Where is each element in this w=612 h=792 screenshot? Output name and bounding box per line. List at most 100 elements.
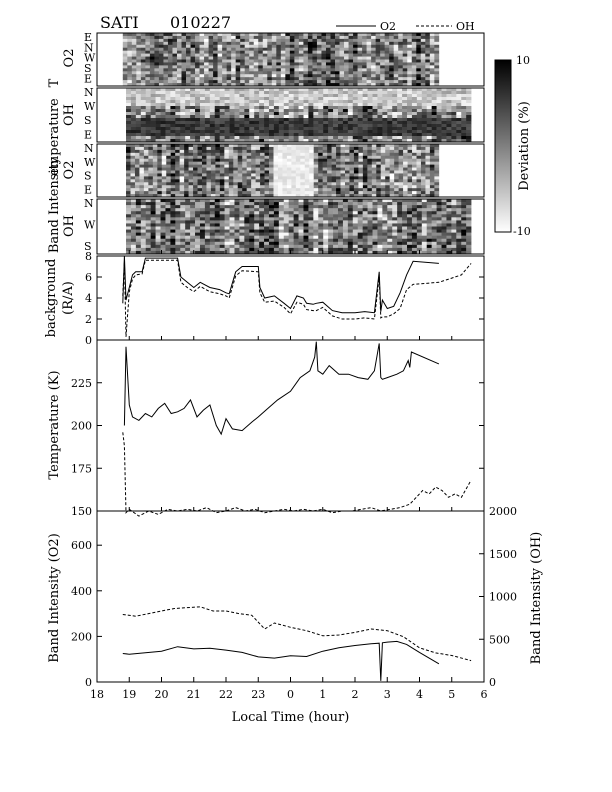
keogram-cell bbox=[126, 182, 131, 186]
keogram-cell bbox=[155, 109, 161, 113]
keogram-cell bbox=[347, 244, 354, 249]
keogram-cell bbox=[210, 185, 216, 189]
keogram-cell bbox=[165, 139, 171, 143]
keogram-cell bbox=[140, 80, 146, 84]
keogram-cell bbox=[167, 71, 173, 75]
keogram-cell bbox=[277, 155, 283, 160]
keogram-cell bbox=[321, 53, 327, 57]
keogram-cell bbox=[345, 152, 350, 157]
keogram-cell bbox=[372, 220, 378, 224]
keogram-cell bbox=[253, 65, 259, 69]
keogram-cell bbox=[273, 97, 280, 101]
keogram-cell bbox=[273, 161, 279, 165]
keogram-cell bbox=[300, 188, 306, 192]
keogram-cell bbox=[377, 112, 383, 116]
keogram-cell bbox=[234, 118, 240, 122]
keogram-cell bbox=[130, 146, 136, 151]
keogram-cell bbox=[195, 211, 201, 215]
keogram-cell bbox=[429, 83, 435, 87]
keogram-cell bbox=[325, 83, 331, 87]
keogram-cell bbox=[357, 103, 363, 107]
keogram-cell bbox=[313, 205, 319, 209]
keogram-cell bbox=[362, 173, 368, 177]
keogram-cell bbox=[366, 41, 372, 46]
keogram-cell bbox=[380, 65, 385, 69]
keogram-cell bbox=[375, 56, 381, 60]
keogram-cell bbox=[126, 223, 132, 227]
keogram-cell bbox=[271, 44, 277, 49]
keogram-cell bbox=[411, 124, 418, 128]
keogram-cell bbox=[140, 118, 147, 122]
keogram-cell bbox=[347, 100, 354, 104]
keogram-cell bbox=[139, 182, 145, 186]
keogram-cell bbox=[242, 173, 247, 177]
keogram-cell bbox=[180, 202, 186, 206]
keogram-cell bbox=[240, 59, 246, 63]
keogram-cell bbox=[431, 88, 437, 92]
keogram-cell bbox=[421, 241, 428, 246]
keogram-cell bbox=[186, 44, 191, 49]
keogram-cell bbox=[304, 185, 310, 189]
keogram-cell bbox=[190, 88, 196, 92]
keogram-cell bbox=[214, 223, 220, 227]
keogram-cell bbox=[255, 161, 261, 165]
keogram-cell bbox=[342, 238, 349, 243]
keogram-cell bbox=[380, 53, 385, 57]
keogram-cell bbox=[249, 33, 255, 37]
keogram-cell bbox=[219, 158, 225, 162]
keogram-cell bbox=[362, 56, 367, 60]
keogram-cell bbox=[219, 229, 225, 233]
keogram-cell bbox=[199, 68, 205, 72]
keogram-cell bbox=[349, 155, 355, 160]
keogram-cell bbox=[271, 68, 277, 72]
keogram-cell bbox=[293, 124, 299, 128]
keogram-cell bbox=[328, 121, 334, 125]
keogram-cell bbox=[407, 77, 413, 81]
keogram-cell bbox=[268, 226, 275, 230]
keogram-cell bbox=[441, 136, 447, 140]
keogram-cell bbox=[451, 106, 457, 110]
keogram-cell bbox=[298, 118, 304, 122]
keogram-cell bbox=[155, 139, 161, 143]
keogram-cell bbox=[130, 124, 137, 128]
keogram-cell bbox=[461, 124, 467, 128]
keogram-cell bbox=[175, 149, 180, 154]
keogram-cell bbox=[367, 118, 373, 122]
keogram-cell bbox=[237, 155, 243, 160]
keogram-cell bbox=[371, 53, 376, 57]
keogram-cell bbox=[411, 88, 418, 92]
keogram-cell bbox=[380, 161, 386, 165]
keogram-cell bbox=[436, 118, 442, 122]
keogram-cell bbox=[456, 130, 462, 134]
keogram-cell bbox=[367, 202, 373, 206]
keogram-cell bbox=[282, 188, 288, 192]
keogram-cell bbox=[366, 59, 372, 63]
keogram-cell bbox=[278, 136, 285, 140]
keogram-cell bbox=[195, 115, 201, 119]
keogram-cell bbox=[145, 41, 151, 46]
keogram-cell bbox=[377, 238, 383, 243]
keogram-cell bbox=[172, 33, 178, 37]
keogram-cell bbox=[235, 80, 241, 84]
keogram-cell bbox=[273, 220, 280, 224]
keogram-cell bbox=[441, 106, 447, 110]
keogram-cell bbox=[362, 97, 368, 101]
keogram-cell bbox=[204, 202, 211, 206]
keogram-cell bbox=[283, 211, 289, 215]
keogram-cell bbox=[219, 94, 225, 98]
keogram-cell bbox=[327, 194, 332, 198]
keogram-cell bbox=[269, 152, 274, 157]
keogram-cell bbox=[239, 217, 245, 221]
keogram-cell bbox=[313, 106, 319, 110]
keogram-cell bbox=[149, 71, 155, 75]
keogram-cell bbox=[283, 229, 289, 233]
keogram-cell bbox=[295, 158, 301, 162]
keogram-cell bbox=[446, 94, 452, 98]
keogram-cell bbox=[353, 41, 358, 46]
keogram-cell bbox=[307, 44, 313, 49]
keogram-cell bbox=[268, 247, 275, 252]
keogram-cell bbox=[130, 155, 136, 160]
keogram-cell bbox=[308, 250, 314, 255]
keogram-cell bbox=[271, 38, 277, 43]
keogram-cell bbox=[130, 211, 137, 215]
